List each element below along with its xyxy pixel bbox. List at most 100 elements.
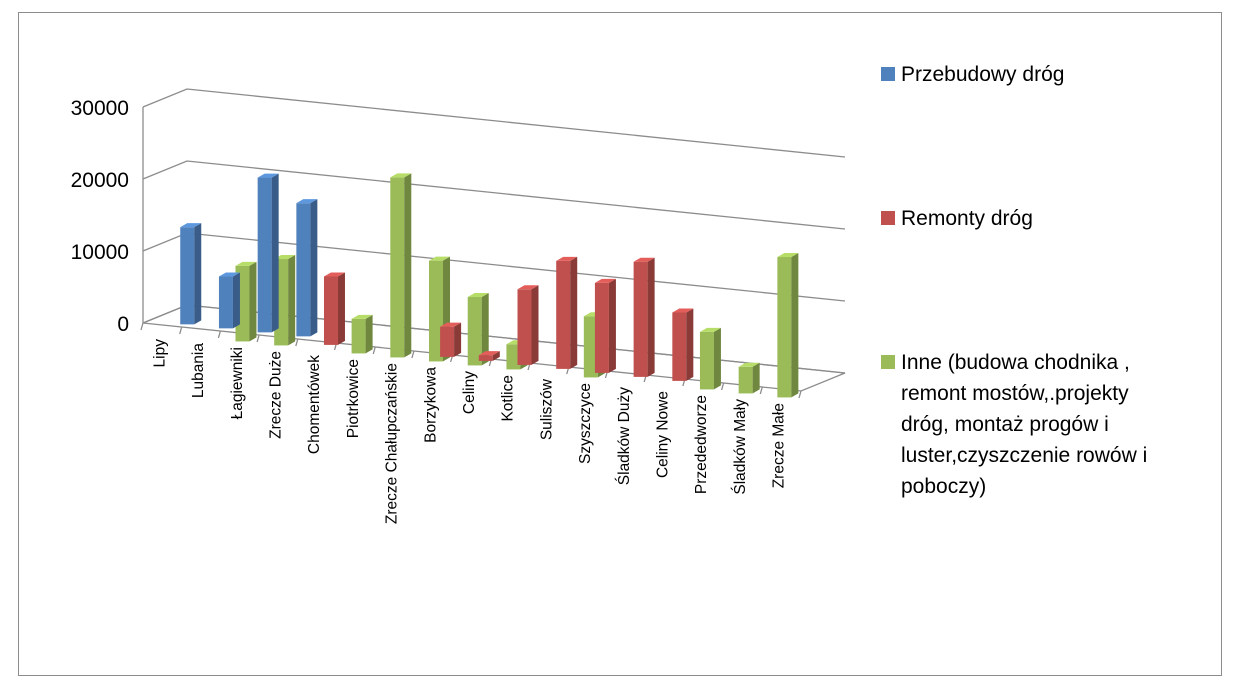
bar-top [738, 362, 760, 367]
bar-side [271, 173, 279, 333]
bar-top [180, 223, 202, 228]
legend-item-inne: Inne (budowa chodnika , remont mostów,.p… [881, 347, 1221, 502]
bar-side [310, 199, 318, 337]
x-tick-label: Zrecze Małe [771, 403, 788, 488]
bar-front [556, 260, 571, 369]
legend-label-inne-line-2: remont mostów,.projekty [901, 382, 1129, 405]
x-tick [372, 346, 376, 355]
bar-front [517, 289, 532, 365]
bar-top [478, 351, 500, 356]
bar-top [699, 327, 721, 332]
bar-top [517, 285, 539, 290]
x-tick-label: Lubania [190, 343, 207, 399]
legend-label-inne-line-4: luster,czyszczenie rowów i [901, 444, 1148, 467]
x-tick-label: Celiny Nowe [655, 391, 672, 478]
x-tick-label: Lipy [151, 339, 168, 368]
legend-label-inne-line-1: Inne (budowa chodnika , [901, 351, 1130, 374]
bar-side [608, 278, 616, 373]
bar-top [235, 261, 257, 266]
x-tick-label: Kotlice [500, 375, 517, 422]
bar-side [337, 272, 345, 345]
bar-front [467, 297, 482, 366]
x-tick [140, 322, 144, 331]
bar-side [481, 293, 489, 366]
bar-top [323, 272, 345, 277]
x-tick-label: Suliszów [538, 378, 555, 440]
legend-swatch-inne [881, 355, 895, 369]
gridline [142, 160, 846, 230]
legend-label-inne-line-5: poboczy) [901, 475, 987, 498]
legend-item-remonty: Remonty dróg [881, 203, 1221, 234]
bar-front [699, 331, 714, 390]
bar-front [777, 257, 792, 398]
x-tick-label: Śladków Duży [615, 387, 633, 485]
x-tick-label: Chomentówek [306, 355, 323, 454]
bar-front [506, 344, 521, 370]
bar-side [249, 261, 257, 342]
bar-front [478, 355, 493, 361]
x-tick-label: Piotrkowice [345, 359, 362, 438]
x-tick-label: Zrecze Duże [267, 351, 284, 439]
bar-front [440, 326, 455, 357]
y-tick-label: 30000 [71, 97, 129, 120]
bar-front [180, 227, 195, 325]
bar-top [672, 308, 694, 313]
bar-front [323, 276, 338, 345]
bar-top [351, 314, 373, 319]
bar-front [633, 261, 648, 377]
bar-top [594, 278, 616, 283]
x-tick [411, 350, 415, 359]
legend-swatch-remonty [881, 211, 895, 225]
y-tick-label: 0 [117, 313, 129, 336]
bar-top [467, 293, 489, 298]
bar-side [570, 256, 578, 369]
bar-front [738, 366, 753, 394]
x-tick-label: Szyszczyce [577, 383, 594, 464]
x-tick [217, 330, 222, 339]
bar-front [583, 316, 598, 378]
bar-top [556, 256, 578, 261]
legend-label-remonty: Remonty dróg [901, 207, 1033, 230]
legend-label-inne-line-3: dróg, montaż progów i [901, 413, 1109, 436]
bar-front [296, 203, 311, 337]
bar-top [296, 199, 318, 204]
bar-front [390, 177, 405, 358]
bar-front [257, 177, 272, 333]
bar-side [194, 223, 202, 325]
bar-top [390, 173, 412, 178]
bar-chart-3d: 0 10000 20000 30000 Lipy Lubania Łagiewniki Zre… [71, 88, 846, 524]
chart-frame: 0 10000 20000 30000 Lipy Lubania Łagiewniki Zre… [18, 12, 1222, 676]
x-tick-label: Śladków Mały [731, 399, 749, 495]
x-tick-label: Zrecze Chałupczańskie [384, 363, 401, 524]
x-tick [798, 390, 802, 399]
x-tick-label: Borzykowa [422, 367, 439, 443]
x-tick [179, 326, 183, 335]
bar-side [454, 322, 462, 357]
bar-front [672, 312, 687, 381]
bar-top [429, 256, 451, 261]
bar-top [274, 255, 296, 260]
bar-side [404, 173, 412, 358]
bar-side [288, 255, 296, 346]
bar-top [440, 322, 462, 327]
bar-side [365, 314, 373, 354]
bar-side [232, 272, 240, 329]
bar-side [752, 362, 760, 394]
bar-top [218, 272, 240, 277]
bar-top [777, 253, 799, 258]
gridline [142, 88, 846, 158]
bar-side [492, 351, 500, 361]
y-tick-label: 20000 [71, 169, 129, 192]
legend-label-przebudowy: Przebudowy dróg [901, 63, 1065, 86]
bar-side [713, 327, 721, 390]
bar-side [647, 257, 655, 377]
x-tick-label: Celiny [461, 371, 478, 414]
x-tick-label: Łagiewniki [229, 347, 246, 419]
bar-front [594, 282, 609, 373]
bar-side [531, 285, 539, 365]
bar-top [633, 257, 655, 262]
bar-side [791, 253, 799, 398]
legend-item-przebudowy: Przebudowy dróg [881, 59, 1221, 90]
y-tick-label: 10000 [71, 241, 129, 264]
x-tick-label: Przededworze [693, 395, 710, 494]
